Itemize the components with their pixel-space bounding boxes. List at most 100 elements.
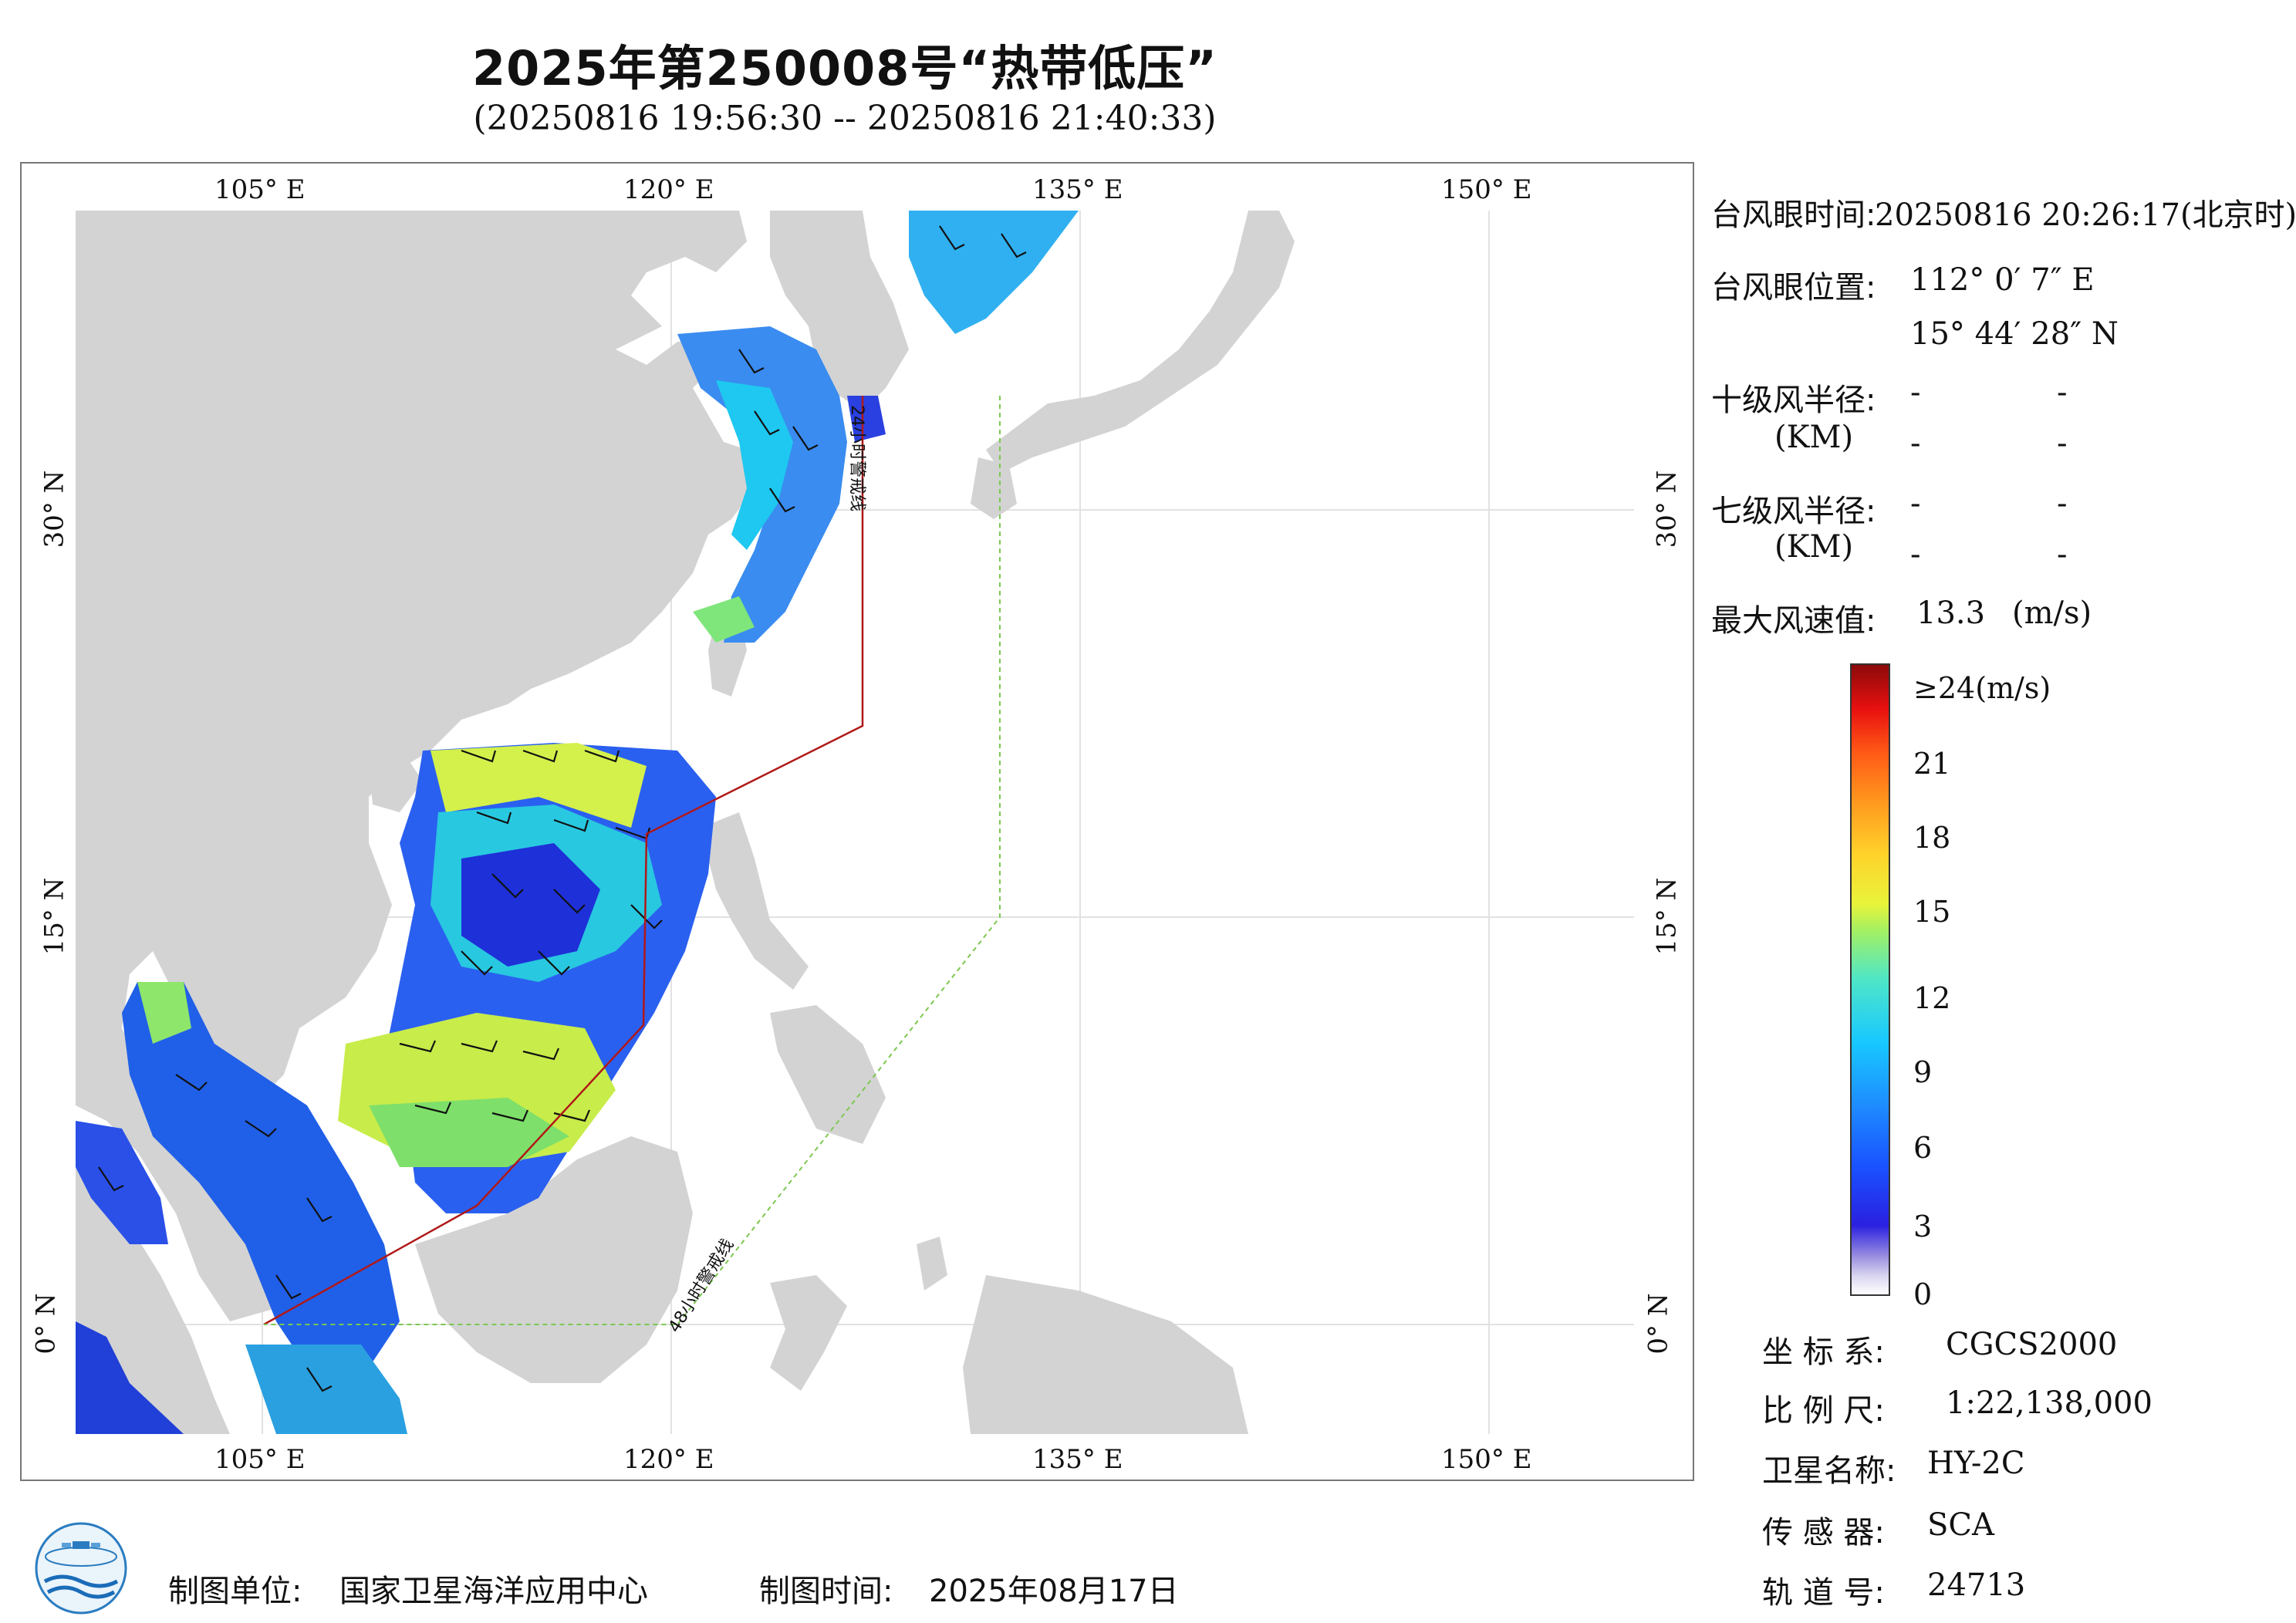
swath-scs-core xyxy=(461,843,600,967)
lon-tick-top-105: 105° E xyxy=(214,174,306,205)
wind-barb xyxy=(538,950,570,976)
wind-barb xyxy=(306,1197,333,1223)
colorbar-tick-0: 0 xyxy=(1913,1277,1933,1311)
satellite-value: HY-2C xyxy=(1927,1446,2025,1481)
swath-malacca-south xyxy=(76,1321,184,1434)
eye-position-label: 台风眼位置: xyxy=(1711,270,1876,305)
lat-tick-right-15: 15° N xyxy=(1651,877,1683,956)
colorbar-tick-3: 3 xyxy=(1913,1210,1933,1243)
colorbar-tick-12: 12 xyxy=(1913,981,1951,1015)
lon-tick-bottom-105: 105° E xyxy=(214,1444,306,1475)
land-visayas-mindanao xyxy=(770,1005,886,1144)
wind-barb xyxy=(306,1367,333,1392)
max-wind-label: 最大风速值: xyxy=(1711,603,1876,639)
eye-longitude: 112° 0′ 7″ E xyxy=(1910,262,2095,298)
wind-barb xyxy=(461,749,497,763)
wind-barb xyxy=(275,1274,302,1300)
land-sulawesi xyxy=(770,1275,847,1391)
land-new-guinea xyxy=(963,1275,1248,1434)
colorbar-tick-18: 18 xyxy=(1913,821,1951,855)
warning-line-48h xyxy=(264,396,1001,1325)
lon-tick-top-135: 135° E xyxy=(1032,174,1123,205)
swath-scs-yellow xyxy=(430,743,647,828)
wind-barb xyxy=(553,889,586,914)
wind-barb xyxy=(522,749,559,763)
wind-swath xyxy=(76,211,1079,1434)
producer-value: 国家卫星海洋应用中心 xyxy=(339,1574,648,1609)
lat-tick-left-0: 0° N xyxy=(30,1293,62,1355)
r10-value-1: - xyxy=(1910,375,1921,410)
swath-south-green xyxy=(369,1098,569,1167)
wind-barb xyxy=(491,1109,529,1122)
swath-north xyxy=(677,326,847,643)
land-halmahera xyxy=(917,1237,947,1291)
wind-barb xyxy=(245,1120,277,1138)
r7-value-2: - xyxy=(2057,486,2068,521)
lat-tick-left-15: 15° N xyxy=(39,877,70,956)
lat-tick-right-0: 0° N xyxy=(1643,1293,1674,1355)
colorbar-tick-6: 6 xyxy=(1913,1131,1933,1165)
swath-korea-strait xyxy=(847,396,886,442)
lon-tick-bottom-135: 135° E xyxy=(1032,1444,1123,1475)
land-asia-mainland xyxy=(76,211,770,1321)
wind-barb xyxy=(630,904,663,930)
map-frame xyxy=(20,162,1694,1481)
scale-value: 1:22,138,000 xyxy=(1946,1385,2152,1421)
lon-tick-bottom-120: 120° E xyxy=(623,1444,714,1475)
sensor-label: 传 感 器: xyxy=(1762,1515,1885,1550)
swath-gulf-green xyxy=(137,982,191,1044)
warning-line-24h-label: 24小时警戒线 xyxy=(847,405,866,511)
orbit-value: 24713 xyxy=(1927,1567,2026,1603)
r7-value-3: - xyxy=(1910,537,1921,572)
swath-yellowsea-green xyxy=(693,596,755,643)
lat-tick-left-30: 30° N xyxy=(39,470,70,548)
wind-barb xyxy=(522,1048,560,1061)
wind-barb xyxy=(792,426,819,451)
eye-latitude: 15° 44′ 28″ N xyxy=(1910,316,2119,352)
wind-field-map: 24小时警戒线 48小时警戒线 xyxy=(76,211,1634,1434)
warning-line-24h xyxy=(263,396,864,1326)
production-time-label: 制图时间: xyxy=(759,1574,893,1609)
eye-time-value: 20250816 20:26:17(北京时) xyxy=(1875,197,2296,233)
wind-barb xyxy=(98,1166,124,1192)
r10-value-4: - xyxy=(2057,426,2068,461)
wind-barb xyxy=(461,950,493,976)
swath-japan-sea xyxy=(909,211,1079,334)
r7-value-4: - xyxy=(2057,537,2068,572)
wind-barb xyxy=(738,349,765,374)
colorbar-tick-21: 21 xyxy=(1913,747,1951,781)
wind-barb xyxy=(939,225,965,251)
sensor-value: SCA xyxy=(1927,1507,1994,1543)
lon-tick-top-120: 120° E xyxy=(623,174,714,205)
colorbar-tick-15: 15 xyxy=(1913,895,1951,929)
colorbar-tick-9: 9 xyxy=(1913,1055,1933,1089)
r7-label: 七级风半径: xyxy=(1711,494,1876,529)
map-subtitle: (20250816 19:56:30 -- 20250816 21:40:33) xyxy=(473,99,1217,138)
land-korea xyxy=(770,211,909,411)
satellite-label: 卫星名称: xyxy=(1762,1453,1896,1489)
r10-value-3: - xyxy=(1910,426,1921,461)
swath-gulf-thailand xyxy=(122,982,400,1368)
r10-value-2: - xyxy=(2057,375,2068,410)
r7-value-1: - xyxy=(1910,486,1921,521)
land-borneo xyxy=(415,1136,693,1383)
nsoas-logo xyxy=(35,1522,127,1615)
max-wind-value: 13.3 xyxy=(1916,596,1986,631)
wind-barb xyxy=(414,1102,452,1115)
wind-barb xyxy=(769,488,795,513)
land-hainan xyxy=(369,758,423,812)
production-time-value: 2025年08月17日 xyxy=(929,1574,1179,1609)
orbit-label: 轨 道 号: xyxy=(1762,1575,1885,1611)
lon-tick-bottom-150: 150° E xyxy=(1441,1444,1532,1475)
wind-barb xyxy=(754,410,780,436)
wind-barb xyxy=(553,818,589,832)
wind-barb xyxy=(399,1040,437,1053)
r7-unit: (KM) xyxy=(1774,529,1854,565)
wind-barb xyxy=(491,873,524,899)
crs-value: CGCS2000 xyxy=(1946,1327,2118,1362)
land xyxy=(76,211,1295,1434)
lat-tick-right-30: 30° N xyxy=(1651,470,1683,548)
wind-barb xyxy=(553,1109,591,1122)
wind-barb xyxy=(1001,233,1027,258)
wind-barb xyxy=(175,1074,208,1092)
